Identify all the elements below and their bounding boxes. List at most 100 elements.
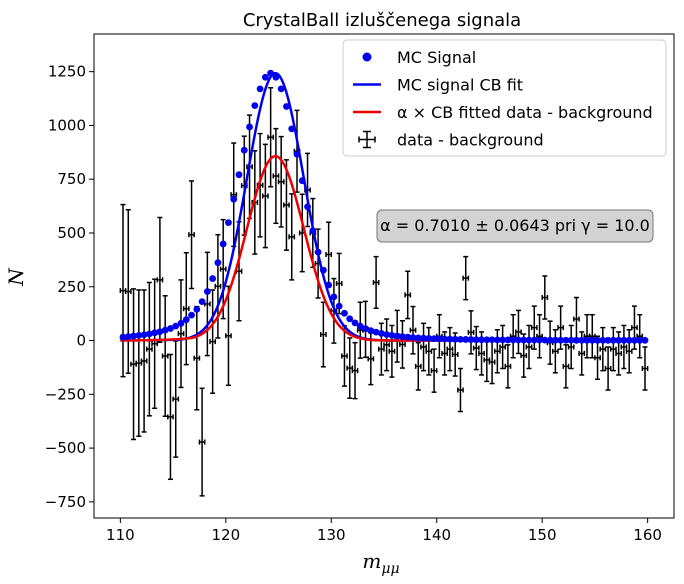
mc-signal-point xyxy=(425,334,433,342)
legend-entry: α × CB fitted data - background xyxy=(353,103,653,122)
y-tick-label: 250 xyxy=(57,278,86,296)
mc-signal-point xyxy=(203,288,211,295)
mc-signal-point xyxy=(267,69,275,77)
mc-signal-point xyxy=(182,316,190,324)
data-errorbar xyxy=(425,326,433,376)
data-errorbar xyxy=(383,318,391,372)
data-errorbar xyxy=(567,324,575,370)
mc-signal-point xyxy=(399,333,406,341)
mc-signal-point xyxy=(446,335,454,343)
data-errorbar xyxy=(203,251,211,357)
mc-signal-point xyxy=(325,281,333,289)
data-errorbar xyxy=(346,337,354,399)
data-errorbar xyxy=(288,193,296,281)
mc-signal-point xyxy=(167,325,174,332)
mc-signal-point xyxy=(214,259,222,267)
legend-label: data - background xyxy=(397,131,544,150)
data-errorbar xyxy=(604,346,612,391)
data-errorbar xyxy=(499,324,507,370)
mc-signal-point xyxy=(557,336,565,344)
x-tick-label: 130 xyxy=(317,526,346,544)
data-errorbar xyxy=(483,337,491,383)
mc-signal-point xyxy=(193,305,201,313)
annotation-box xyxy=(376,209,654,243)
mc-signal-point xyxy=(551,336,559,344)
data-errorbar xyxy=(151,278,159,410)
mc-signal-point xyxy=(130,332,137,340)
data-errorbar xyxy=(599,326,607,372)
mc-signal-point xyxy=(319,266,327,274)
data-errorbar xyxy=(124,208,132,374)
mc-signal-point xyxy=(288,125,296,133)
y-axis-label: N xyxy=(4,267,28,287)
x-tick-label: 150 xyxy=(528,526,557,544)
x-axis-label-main: m xyxy=(362,549,381,573)
mc-signal-point xyxy=(135,331,143,339)
data-errorbar xyxy=(214,233,222,339)
data-errorbar xyxy=(177,279,185,389)
mc-signal-point xyxy=(435,335,443,343)
x-tick-label: 140 xyxy=(422,526,451,544)
mc-signal-point xyxy=(246,123,253,131)
x-axis: 110 120 130 140 150 160 xyxy=(106,518,662,544)
data-errorbar xyxy=(272,127,280,225)
mc-signal-point xyxy=(188,311,195,319)
data-errorbar xyxy=(267,87,275,188)
data-errorbar xyxy=(446,326,454,372)
data-errorbar xyxy=(140,289,148,433)
data-errorbar xyxy=(504,344,512,389)
mc-signal-point xyxy=(641,336,649,344)
mc-signal-point xyxy=(304,203,311,211)
legend-errorbar-icon xyxy=(358,130,376,149)
plot-area xyxy=(119,69,649,497)
data-errorbar xyxy=(414,341,422,391)
data-errorbar xyxy=(230,142,238,248)
mc-signal-point xyxy=(156,328,164,336)
mc-signal-point xyxy=(578,336,586,344)
data-errorbar xyxy=(319,301,327,368)
data-errorbar xyxy=(536,313,543,359)
data-errorbar xyxy=(225,285,232,387)
legend-label: MC Signal xyxy=(397,48,476,67)
mc-signal-point xyxy=(283,103,290,110)
mc-signal-point xyxy=(483,336,491,344)
legend-entry: MC signal CB fit xyxy=(353,76,523,95)
mc-signal-point xyxy=(277,85,285,93)
mc-signal-point xyxy=(409,334,417,341)
y-axis: −750 −500 −250 0 250 500 750 1000 1250 xyxy=(45,63,94,511)
mc-signal-point xyxy=(599,336,607,344)
mc-signal-point xyxy=(151,329,159,337)
data-errorbar xyxy=(130,288,137,441)
data-errorbar xyxy=(145,281,153,417)
mc-signal-point xyxy=(457,335,464,343)
mc-signal-point xyxy=(351,319,359,327)
mc-signal-point xyxy=(293,150,301,158)
data-errorbar xyxy=(609,326,617,372)
legend-entry: data - background xyxy=(358,130,544,150)
data-errorbar xyxy=(198,387,206,497)
mc-signal-point xyxy=(377,330,385,337)
mc-signal-point xyxy=(509,336,517,344)
data-errorbar xyxy=(283,159,290,251)
mc-signal-point xyxy=(625,336,633,344)
mc-signal-point xyxy=(335,302,343,310)
data-errorbar xyxy=(467,310,475,355)
data-errorbar xyxy=(182,252,190,366)
legend-label: MC signal CB fit xyxy=(397,76,523,95)
mc-signal-point xyxy=(420,334,427,342)
y-tick-label: −500 xyxy=(45,439,86,457)
data-errorbar xyxy=(235,221,243,322)
mc-signal-point xyxy=(198,298,206,305)
y-tick-label: −750 xyxy=(45,493,86,511)
mc-signal-point xyxy=(272,73,280,81)
data-errorbar xyxy=(515,309,522,355)
mc-signal-point xyxy=(140,331,148,339)
data-errorbar xyxy=(573,296,580,342)
mc-signal-point xyxy=(546,336,554,344)
mc-signal-point xyxy=(530,336,538,344)
y-tick-label: −250 xyxy=(45,385,86,403)
mc-signal-point xyxy=(161,326,169,334)
chart-title: CrystalBall izluščenega signala xyxy=(243,10,521,31)
fit-annotation: α = 0.7010 ± 0.0643 pri γ = 10.0 xyxy=(376,209,654,243)
